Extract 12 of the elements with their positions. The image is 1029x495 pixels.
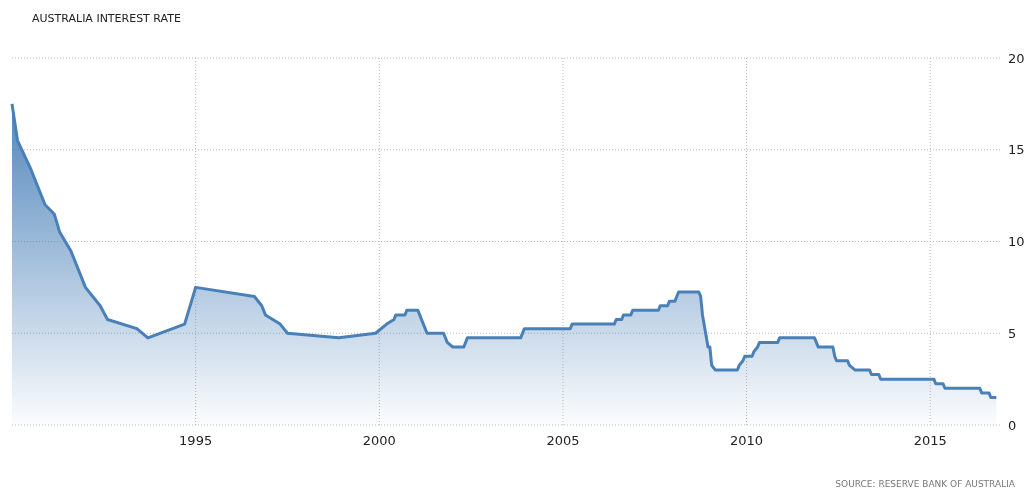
x-tick-label: 1995 xyxy=(179,433,213,448)
x-tick-label: 2005 xyxy=(546,433,580,448)
x-tick-label: 2015 xyxy=(913,433,947,448)
x-tick-label: 2000 xyxy=(362,433,396,448)
chart-title: AUSTRALIA INTEREST RATE xyxy=(32,12,181,25)
y-tick-label: 15 xyxy=(1008,142,1025,158)
y-tick-label: 10 xyxy=(1008,234,1025,250)
x-tick-label: 2010 xyxy=(730,433,764,448)
y-tick-label: 20 xyxy=(1008,50,1025,66)
source-note: SOURCE: RESERVE BANK OF AUSTRALIA xyxy=(835,479,1016,489)
y-tick-label: 5 xyxy=(1008,325,1017,341)
y-tick-label: 0 xyxy=(1008,417,1017,433)
